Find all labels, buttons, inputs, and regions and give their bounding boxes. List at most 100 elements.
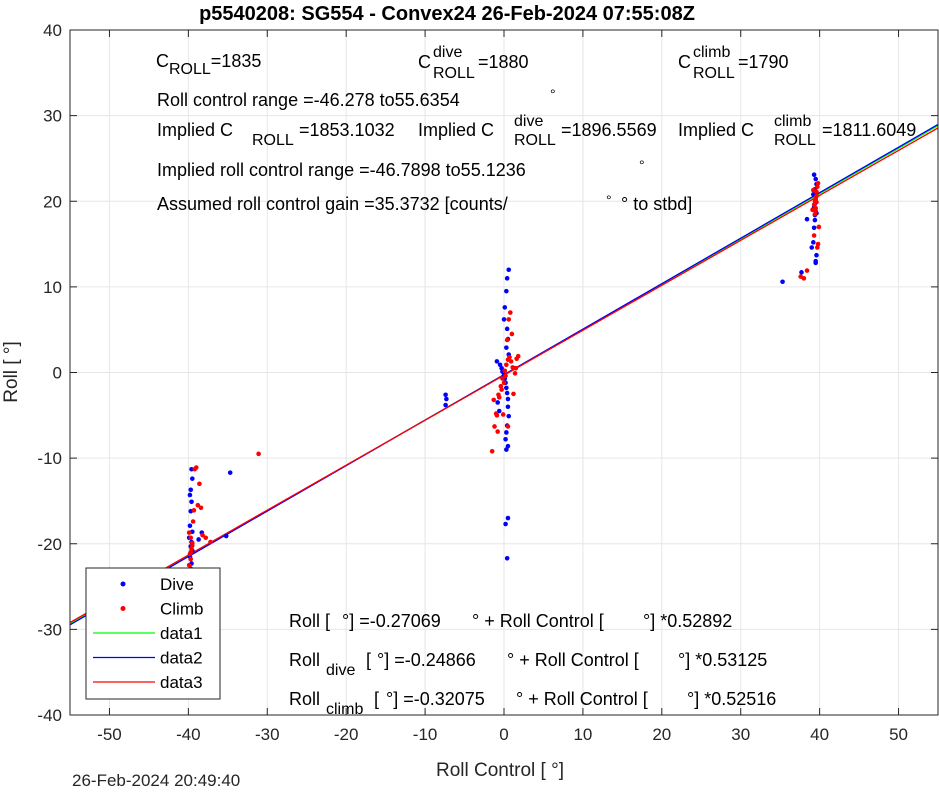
point-dive — [187, 492, 193, 498]
point-climb — [188, 535, 194, 541]
point-dive — [227, 470, 233, 475]
point-dive — [496, 408, 502, 414]
c-roll-climb-sup: climb — [693, 44, 730, 61]
point-climb — [815, 241, 821, 247]
fit-all-b: °] =-0.27069 — [342, 611, 441, 631]
y-tick-label: -20 — [37, 535, 62, 554]
fit-dive-c: ° + Roll Control [ — [507, 650, 639, 670]
c-roll-sub: ROLL — [169, 61, 211, 78]
implied-c-roll-dive-sub: ROLL — [514, 132, 556, 149]
legend-label-data2: data2 — [160, 649, 203, 668]
roll-control-range-degree: ° — [550, 86, 556, 102]
x-tick-label: 10 — [573, 725, 592, 744]
x-tick-label: -40 — [176, 725, 201, 744]
implied-c-roll-dive-sup: dive — [514, 113, 543, 130]
point-climb — [801, 276, 807, 281]
point-climb — [815, 180, 821, 186]
point-climb — [501, 380, 507, 386]
point-dive — [504, 390, 510, 396]
x-tick-label: 20 — [652, 725, 671, 744]
y-tick-label: -30 — [37, 620, 62, 639]
point-dive — [506, 267, 512, 273]
point-dive — [443, 392, 448, 398]
implied-c-roll-sub: ROLL — [252, 132, 294, 149]
implied-c-roll-dive-main: Implied C — [418, 120, 494, 140]
y-axis-label: Roll [ °] — [1, 341, 22, 402]
point-climb — [499, 387, 504, 392]
fit-dive-d: °] *0.53125 — [678, 650, 767, 670]
y-tick-label: 40 — [43, 21, 62, 40]
point-climb — [186, 530, 192, 535]
point-climb — [494, 413, 500, 418]
chart-title: p5540208: SG554 - Convex24 26-Feb-2024 0… — [199, 3, 695, 25]
c-roll-dive-value: =1880 — [478, 52, 529, 72]
fit-climb-sub: climb — [326, 701, 363, 718]
point-climb — [812, 198, 818, 204]
point-dive — [504, 430, 509, 435]
point-climb — [503, 373, 508, 379]
implied-c-roll-main: Implied C — [157, 120, 233, 140]
point-dive — [189, 466, 194, 472]
point-dive — [505, 404, 511, 410]
point-climb — [190, 519, 196, 524]
implied-c-roll-climb-main: Implied C — [678, 120, 754, 140]
point-dive — [811, 240, 816, 245]
point-dive — [504, 288, 509, 294]
point-climb — [198, 505, 204, 511]
point-climb — [500, 412, 506, 417]
point-climb — [186, 562, 192, 568]
fit-climb-c: ° + Roll Control [ — [516, 689, 648, 709]
y-tick-label: 20 — [43, 192, 62, 211]
point-climb — [515, 353, 521, 359]
implied-range-degree: ° — [639, 157, 645, 173]
point-dive — [799, 270, 804, 275]
x-tick-label: 50 — [889, 725, 908, 744]
point-climb — [811, 187, 816, 193]
gain-degree: ° — [606, 192, 612, 208]
fit-climb-a: [ — [374, 689, 379, 709]
point-dive — [443, 402, 448, 408]
gain-unit: ° to stbd] — [621, 194, 692, 214]
c-roll-climb-value: =1790 — [738, 52, 789, 72]
point-climb — [188, 550, 194, 555]
y-tick-label: -40 — [37, 706, 62, 725]
point-climb — [812, 211, 818, 217]
point-climb — [200, 532, 205, 538]
x-tick-label: 40 — [810, 725, 829, 744]
annotation-c-roll-dive: C dive ROLL =1880 — [418, 44, 529, 82]
point-dive — [504, 345, 509, 350]
legend: Dive Climb data1 data2 data3 — [85, 567, 221, 700]
implied-c-roll-value: =1853.1032 — [299, 120, 395, 140]
fit-dive-b: °] =-0.24866 — [377, 650, 476, 670]
point-climb — [489, 448, 495, 454]
point-climb — [496, 395, 502, 400]
point-dive — [812, 217, 818, 223]
c-roll-main: C — [156, 51, 169, 71]
point-dive — [505, 396, 511, 402]
point-climb — [192, 466, 197, 472]
point-dive — [811, 172, 817, 178]
point-dive — [504, 447, 509, 452]
point-climb — [511, 391, 516, 397]
point-climb — [505, 424, 511, 429]
point-dive — [504, 556, 510, 561]
point-climb — [509, 331, 515, 337]
y-tick-label: 30 — [43, 107, 62, 126]
annotation-implied-c-roll-dive: Implied C dive ROLL =1896.5569 — [418, 113, 657, 149]
point-dive — [814, 252, 819, 258]
point-climb — [500, 376, 505, 381]
fit-all-d: °] *0.52892 — [643, 611, 732, 631]
roll-control-range: Roll control range =-46.278 to55.6354 — [157, 90, 460, 110]
svg-text:CROLL=1835: CROLL=1835 — [156, 51, 261, 78]
point-climb — [508, 310, 513, 315]
implied-range: Implied roll control range =-46.7898 to5… — [157, 160, 526, 180]
x-tick-label: 30 — [731, 725, 750, 744]
footer-timestamp: 26-Feb-2024 20:49:40 — [72, 771, 241, 790]
point-climb — [814, 184, 820, 189]
point-climb — [814, 245, 820, 250]
point-climb — [512, 371, 518, 376]
legend-label-data3: data3 — [160, 673, 203, 692]
fit-all-a: Roll [ — [289, 611, 330, 631]
legend-marker-dive — [120, 581, 126, 587]
